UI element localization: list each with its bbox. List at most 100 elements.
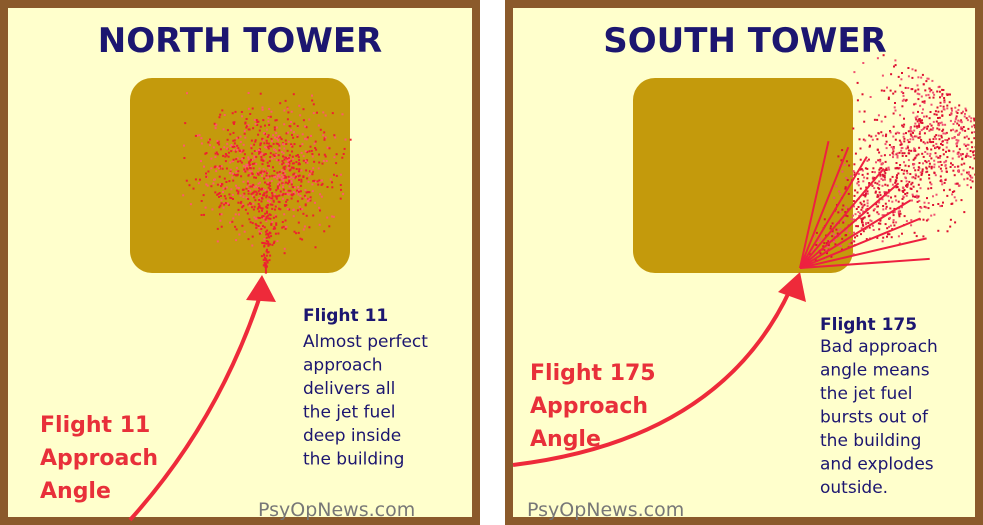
spray-dot [276, 127, 278, 129]
spray-dot [250, 203, 252, 205]
spray-dot [304, 195, 306, 197]
spray-dot [862, 180, 864, 182]
spray-dot [903, 136, 905, 138]
spray-dot [312, 156, 314, 158]
spray-dot [326, 160, 328, 162]
spray-dot [243, 150, 245, 152]
spray-dot [291, 146, 293, 148]
spray-dot [264, 146, 266, 148]
spray-dot [854, 189, 856, 191]
spray-dot [251, 245, 253, 247]
spray-dot [906, 220, 908, 222]
spray-dot [260, 172, 262, 174]
spray-dot [278, 145, 280, 147]
spray-dot [930, 149, 932, 151]
spray-dot [955, 117, 957, 119]
spray-dot [954, 174, 956, 176]
spray-dot [867, 173, 869, 175]
spray-dot [268, 134, 270, 136]
spray-dot [945, 151, 947, 153]
spray-dot [243, 165, 245, 167]
spray-dot [260, 228, 262, 230]
spray-dot [924, 132, 926, 134]
spray-dot [269, 160, 271, 162]
spray-dot [912, 138, 914, 140]
spray-dot [271, 221, 273, 223]
spray-dot [235, 239, 237, 241]
spray-dot [238, 209, 240, 211]
spray-dot [305, 150, 307, 152]
spray-dot [939, 138, 941, 140]
spray-dot [908, 75, 910, 77]
spray-dot [283, 148, 285, 150]
spray-dot [854, 195, 856, 197]
spray-dot [928, 174, 930, 176]
spray-dot [282, 172, 284, 174]
spray-dot [298, 163, 300, 165]
spray-dot [219, 205, 221, 207]
spray-dot [955, 200, 957, 202]
spray-dot [285, 228, 287, 230]
spray-dot [322, 163, 324, 165]
spray-dot [884, 169, 886, 171]
spray-dot [918, 166, 920, 168]
spray-dot [950, 120, 952, 122]
spray-dot [901, 125, 903, 127]
spray-dot [941, 89, 943, 91]
spray-dot [272, 154, 274, 156]
spray-dot [888, 233, 890, 235]
spray-dot [939, 155, 941, 157]
spray-dot [900, 141, 902, 143]
description-line: Bad approach [820, 337, 938, 357]
spray-dot [237, 202, 239, 204]
spray-dot [898, 168, 900, 170]
spray-dot [919, 105, 921, 107]
spray-dot [942, 202, 944, 204]
spray-dot [241, 162, 243, 164]
spray-dot [247, 156, 249, 158]
spray-dot [824, 218, 826, 220]
spray-dot [922, 235, 924, 237]
spray-dot [300, 185, 302, 187]
spray-dot [964, 130, 966, 132]
spray-dot [904, 189, 906, 191]
spray-dot [926, 148, 928, 150]
spray-dot [928, 166, 930, 168]
spray-dot [296, 136, 298, 138]
spray-dot [855, 213, 857, 215]
spray-dot [941, 170, 943, 172]
spray-dot [321, 184, 323, 186]
spray-dot [892, 156, 894, 158]
spray-dot [203, 214, 205, 216]
spray-dot [277, 175, 279, 177]
spray-dot [914, 196, 916, 198]
spray-dot [907, 87, 909, 89]
spray-dot [949, 189, 951, 191]
spray-dot [889, 178, 891, 180]
spray-dot [926, 78, 928, 80]
spray-dot [908, 165, 910, 167]
spray-dot [229, 133, 231, 135]
spray-dot [857, 211, 859, 213]
spray-dot [311, 173, 313, 175]
spray-dot [221, 109, 223, 111]
spray-dot [861, 207, 863, 209]
spray-dot [267, 177, 269, 179]
spray-dot [942, 132, 944, 134]
spray-dot [264, 182, 266, 184]
spray-dot [840, 245, 842, 247]
spray-dot [883, 90, 885, 92]
spray-dot [936, 91, 938, 93]
spray-dot [205, 176, 207, 178]
spray-dot [909, 173, 911, 175]
spray-dot [275, 150, 277, 152]
spray-dot [222, 168, 224, 170]
spray-dot [226, 155, 228, 157]
spray-dot [970, 117, 972, 119]
spray-dot [312, 167, 314, 169]
spray-dot [885, 161, 887, 163]
spray-dot [898, 214, 900, 216]
spray-dot [888, 226, 890, 228]
spray-dot [882, 237, 884, 239]
spray-dot [325, 115, 327, 117]
